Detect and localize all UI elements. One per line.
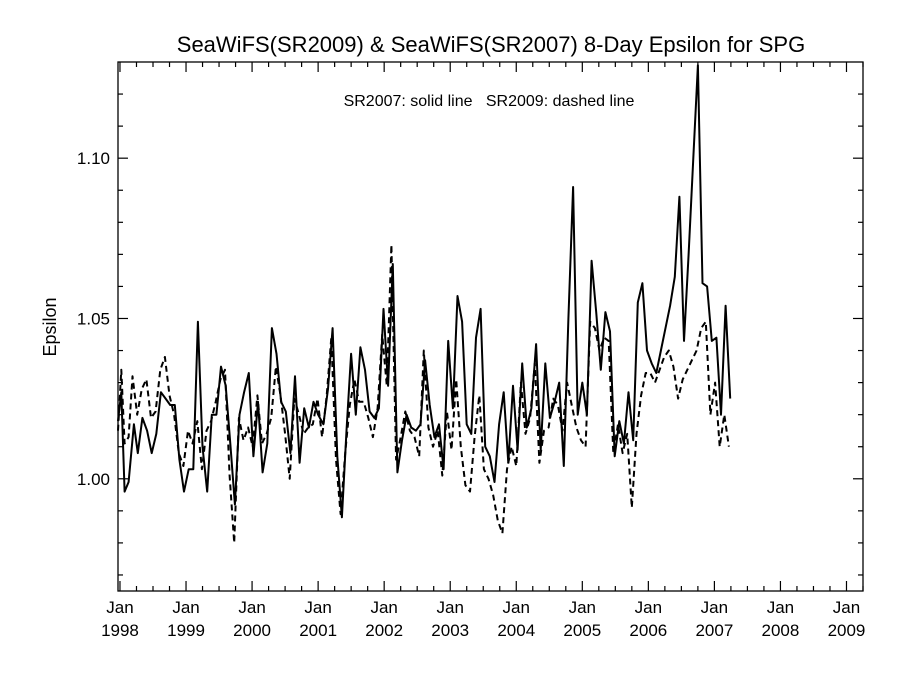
x-tick-label-year: 2009 [828, 621, 866, 640]
x-tick-label-month: Jan [569, 598, 596, 617]
x-tick-label-month: Jan [833, 598, 860, 617]
x-tick-label-month: Jan [304, 598, 331, 617]
series-style-note: SR2007: solid line SR2009: dashed line [344, 93, 635, 110]
x-tick-label-year: 2003 [431, 621, 469, 640]
y-tick-label: 1.00 [77, 470, 110, 489]
x-tick-label-month: Jan [635, 598, 662, 617]
axis-ticks: Jan 1998 Jan 1999 Jan 2000 Jan 2001 Jan 2002 Jan 20… [77, 62, 865, 640]
x-tick-label-year: 2004 [497, 621, 535, 640]
x-tick-label-month: Jan [172, 598, 199, 617]
series-lines [117, 64, 732, 544]
y-tick-label: 1.10 [77, 149, 110, 168]
x-tick-label-year: 2008 [762, 621, 800, 640]
x-tick-label-year: 2001 [299, 621, 337, 640]
x-tick-label-year: 2005 [563, 621, 601, 640]
x-tick-label-year: 2000 [233, 621, 271, 640]
plot-frame [117, 61, 864, 592]
x-tick-label-month: Jan [370, 598, 397, 617]
x-tick-label-year: 1999 [167, 621, 205, 640]
x-tick-label-year: 2006 [629, 621, 667, 640]
x-tick-label-month: Jan [701, 598, 728, 617]
y-tick-label: 1.05 [77, 309, 110, 328]
series-line-sr2009 [117, 243, 730, 544]
chart-title: SeaWiFS(SR2009) & SeaWiFS(SR2007) 8-Day … [177, 32, 805, 57]
x-tick-label-month: Jan [437, 598, 464, 617]
y-axis-label: Epsilon [40, 297, 60, 356]
series-line-sr2007 [117, 64, 732, 519]
x-tick-label-year: 2007 [695, 621, 733, 640]
x-tick-label-month: Jan [503, 598, 530, 617]
x-tick-label-year: 1998 [101, 621, 139, 640]
x-tick-label-month: Jan [767, 598, 794, 617]
x-tick-label-year: 2002 [365, 621, 403, 640]
x-tick-label-month: Jan [106, 598, 133, 617]
x-tick-label-month: Jan [238, 598, 265, 617]
